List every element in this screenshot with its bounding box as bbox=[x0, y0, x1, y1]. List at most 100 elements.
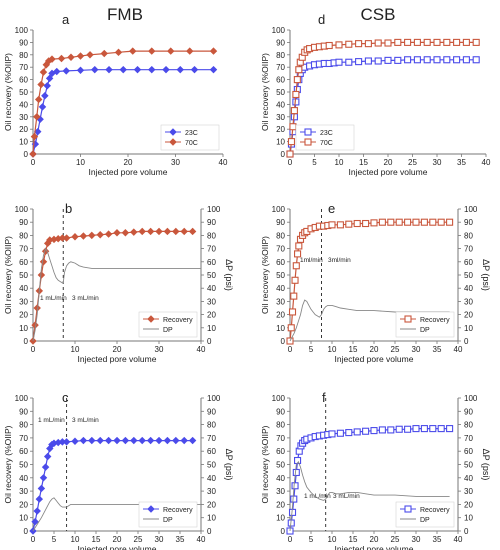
data-point bbox=[186, 47, 194, 55]
y-tick-label: 90 bbox=[276, 218, 285, 227]
y-tick-label: 80 bbox=[276, 421, 285, 430]
data-point bbox=[433, 38, 441, 46]
data-point bbox=[413, 38, 421, 46]
data-point bbox=[345, 58, 353, 66]
data-point bbox=[420, 218, 428, 226]
x-tick-label: 35 bbox=[457, 158, 466, 167]
x-tick-label: 10 bbox=[76, 158, 85, 167]
y2-axis-title: ΔP (psi) bbox=[224, 449, 234, 481]
data-point bbox=[96, 436, 104, 445]
legend-label: Recovery bbox=[163, 317, 193, 324]
legend-swatch-marker bbox=[304, 138, 312, 146]
data-point bbox=[370, 427, 378, 435]
data-point bbox=[104, 436, 113, 445]
legend-swatch-marker bbox=[404, 505, 412, 513]
rate-annotation: 1ml/min bbox=[300, 257, 323, 264]
y2-tick-label: 40 bbox=[207, 284, 216, 293]
y-tick-label: 60 bbox=[276, 447, 285, 456]
data-point bbox=[57, 54, 66, 63]
data-point bbox=[423, 56, 431, 64]
y-tick-label: 50 bbox=[19, 88, 28, 97]
y-tick-label: 100 bbox=[272, 26, 286, 35]
legend: Recovery DP bbox=[395, 311, 455, 338]
data-point bbox=[353, 428, 361, 436]
y-tick-label: 20 bbox=[276, 311, 285, 320]
x-tick-label: 15 bbox=[349, 345, 358, 354]
y-tick-label: 90 bbox=[19, 407, 28, 416]
data-point bbox=[146, 436, 155, 445]
y-tick-label: 70 bbox=[276, 434, 285, 443]
chart-panel-a: a 0 10 20 30 40 50 60 70 80 90 100 0 10 20 30 40 Injected… bbox=[3, 12, 228, 177]
y-tick-label: 70 bbox=[19, 63, 28, 72]
legend-label: DP bbox=[420, 517, 430, 524]
y2-tick-label: 30 bbox=[207, 487, 216, 496]
data-point bbox=[292, 90, 300, 99]
chart-panel-d: d 0 10 20 30 40 50 60 70 80 90 100 0 5 10 15 20 25 30 35 40 I… bbox=[260, 12, 491, 177]
y2-tick-label: 100 bbox=[207, 205, 221, 214]
y2-tick-label: 60 bbox=[464, 447, 473, 456]
y-tick-label: 80 bbox=[19, 51, 28, 60]
data-point bbox=[167, 47, 175, 55]
data-point bbox=[146, 227, 155, 236]
data-point bbox=[35, 495, 44, 503]
y-axis-title: Oil recovery (%OIIP) bbox=[260, 53, 270, 131]
y2-tick-label: 50 bbox=[207, 461, 216, 470]
data-point bbox=[290, 495, 298, 503]
y2-tick-label: 60 bbox=[464, 258, 473, 267]
data-point bbox=[293, 76, 301, 84]
y2-tick-label: 20 bbox=[207, 500, 216, 509]
series-line-dp bbox=[32, 497, 201, 532]
data-point bbox=[335, 58, 343, 66]
legend-label: 70C bbox=[320, 140, 333, 147]
data-point bbox=[404, 218, 412, 226]
data-point bbox=[462, 38, 470, 46]
legend-swatch-marker bbox=[169, 128, 177, 136]
x-tick-label: 40 bbox=[219, 158, 228, 167]
x-axis-title: Injected pore volume bbox=[335, 544, 414, 550]
series-line-dp bbox=[289, 460, 450, 532]
data-point bbox=[34, 95, 43, 104]
x-tick-label: 20 bbox=[124, 158, 133, 167]
x-tick-label: 10 bbox=[71, 345, 80, 354]
data-point bbox=[148, 65, 156, 74]
y-tick-label: 100 bbox=[15, 205, 29, 214]
data-point bbox=[48, 55, 56, 63]
data-point bbox=[43, 452, 52, 461]
x-tick-label: 20 bbox=[384, 158, 393, 167]
legend-label: DP bbox=[420, 327, 430, 334]
rate-annotation: 1 mL/min bbox=[304, 493, 331, 500]
panel-letter: b bbox=[65, 201, 72, 216]
y-axis-title: Oil recovery (%OIIP) bbox=[3, 236, 13, 314]
y-tick-label: 60 bbox=[276, 258, 285, 267]
data-point bbox=[446, 218, 454, 226]
y-tick-label: 0 bbox=[24, 527, 29, 536]
data-point bbox=[39, 68, 48, 76]
legend-label: DP bbox=[163, 327, 173, 334]
y-tick-label: 40 bbox=[19, 474, 28, 483]
data-point bbox=[325, 41, 333, 50]
data-point bbox=[119, 65, 127, 74]
data-point bbox=[404, 425, 412, 433]
data-point bbox=[355, 58, 363, 66]
data-point bbox=[384, 56, 392, 64]
data-point bbox=[114, 48, 123, 57]
data-point bbox=[384, 39, 392, 47]
data-point bbox=[437, 218, 445, 226]
y-tick-label: 10 bbox=[19, 514, 28, 523]
y-tick-label: 40 bbox=[276, 284, 285, 293]
chart-panel-e: e010203040506070809010001020304050607080… bbox=[260, 201, 491, 364]
y-tick-label: 30 bbox=[276, 113, 285, 122]
y-tick-label: 30 bbox=[276, 487, 285, 496]
data-point bbox=[86, 51, 94, 59]
data-point bbox=[364, 40, 372, 48]
legend-label: 23C bbox=[320, 130, 333, 137]
data-point bbox=[345, 220, 353, 228]
x-tick-label: 35 bbox=[433, 535, 442, 544]
data-point bbox=[172, 227, 180, 236]
y-tick-label: 50 bbox=[19, 461, 28, 470]
data-point bbox=[395, 218, 403, 226]
data-point bbox=[88, 436, 96, 445]
y-axis-title: Oil recovery (%OIIP) bbox=[260, 236, 270, 314]
x-axis-title: Injected pore volume bbox=[335, 354, 414, 364]
y-tick-label: 70 bbox=[19, 245, 28, 254]
